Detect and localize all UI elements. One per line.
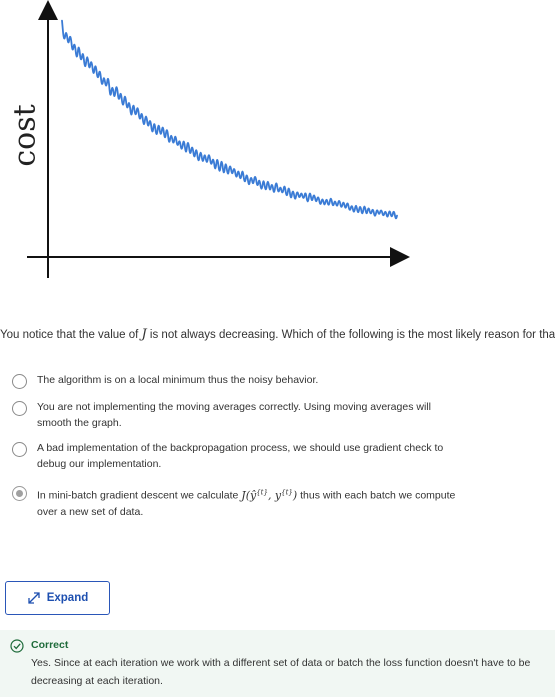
radio-button[interactable] (12, 401, 27, 416)
y-axis-label-text: cost (7, 103, 43, 167)
question-math: J (141, 327, 147, 342)
option-3-label: A bad implementation of the backpropagat… (37, 442, 444, 470)
radio-button[interactable] (12, 374, 27, 389)
radio-button-selected[interactable] (12, 486, 27, 501)
option-4-text-after: thus with each batch we compute over a n… (37, 489, 456, 518)
option-1-label: The algorithm is on a local minimum thus… (37, 374, 319, 386)
feedback-panel: Correct Yes. Since at each iteration we … (0, 630, 555, 697)
option-4-label: In mini-batch gradient descent we calcul… (37, 484, 457, 520)
option-4-math: J(ŷ{t}, y{t}) (241, 488, 298, 502)
cost-graph: cost (0, 0, 555, 300)
expand-button[interactable]: Expand (5, 581, 110, 615)
question-text-after: is not always decreasing. Which of the f… (146, 329, 555, 341)
option-2-label: You are not implementing the moving aver… (37, 401, 431, 429)
feedback-status: Correct (31, 639, 69, 651)
expand-arrows-icon (27, 591, 41, 605)
expand-button-label: Expand (46, 592, 89, 604)
question-text: You notice that the value of J is not al… (0, 326, 555, 344)
option-3[interactable]: A bad implementation of the backpropagat… (12, 440, 542, 472)
option-1[interactable]: The algorithm is on a local minimum thus… (12, 372, 542, 389)
option-2[interactable]: You are not implementing the moving aver… (12, 399, 542, 431)
y-axis-label: cost (2, 100, 48, 170)
feedback-explanation: Yes. Since at each iteration we work wit… (31, 657, 531, 687)
question-text-before: You notice that the value of (0, 329, 142, 341)
option-4-text-before: In mini-batch gradient descent we calcul… (37, 489, 242, 502)
radio-button[interactable] (12, 442, 27, 457)
option-4[interactable]: In mini-batch gradient descent we calcul… (12, 484, 542, 520)
cost-curve (61, 19, 398, 220)
cost-graph-svg (27, 0, 410, 278)
check-circle-icon (10, 639, 24, 653)
